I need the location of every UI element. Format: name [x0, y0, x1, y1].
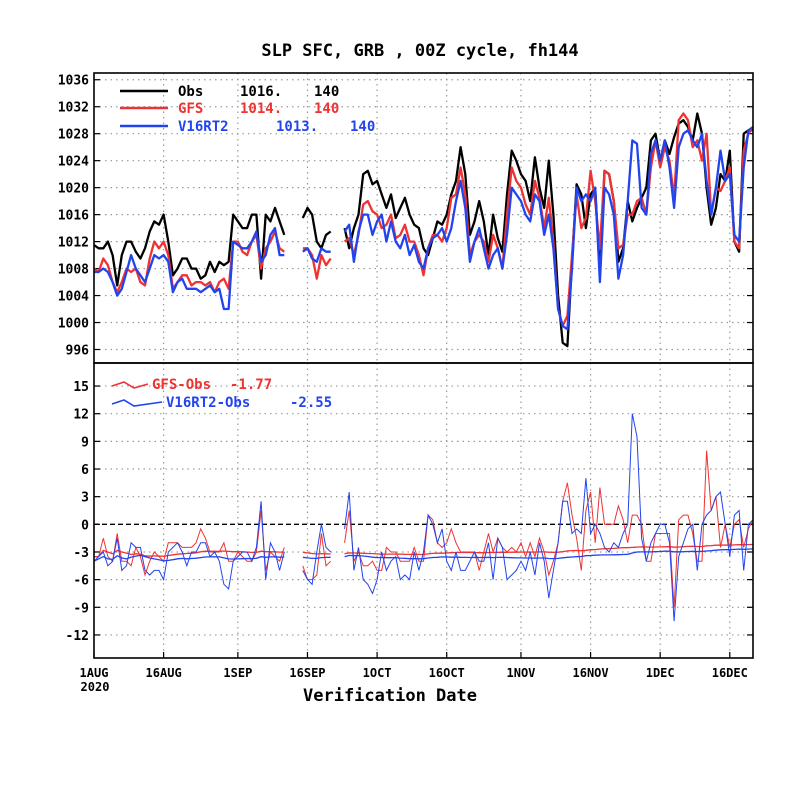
legend-label-gfs: GFS	[178, 101, 203, 117]
y-tick-label: 1012	[58, 236, 89, 251]
running-mean-v16rt2-obs	[93, 548, 754, 562]
x-tick-label: 16SEP	[289, 666, 325, 680]
y-tick-label: 996	[66, 344, 90, 359]
y-tick-label: -6	[73, 574, 89, 589]
bottom-panel-frame	[93, 362, 754, 659]
x-tick-label: 1OCT	[363, 666, 392, 680]
legend-item-gfs: GFS 1014. 140	[120, 101, 339, 117]
x-tick-label: 1SEP	[223, 666, 252, 680]
bottom-y-axis: -12 -9 -6 -3 0 3 6 9 12 15	[66, 380, 753, 644]
top-plot-lines	[93, 112, 754, 348]
series-line-obs	[93, 112, 753, 348]
legend-item-gfs-obs: GFS-Obs -1.77	[111, 377, 272, 393]
legend-count-obs: 140	[314, 84, 339, 100]
x-tick-label: 16AUG	[146, 666, 182, 680]
x-tick-label: 16OCT	[429, 666, 465, 680]
x-tick-label: 1NOV	[507, 666, 536, 680]
legend-label-gfs-obs: GFS-Obs	[152, 377, 211, 393]
x-tick-label: 16DEC	[712, 666, 748, 680]
y-tick-label: 1016	[58, 209, 89, 224]
bottom-legend: GFS-Obs -1.77 V16RT2-Obs -2.55	[111, 377, 332, 411]
top-legend: Obs 1016. 140 GFS 1014. 140 V16RT2 1013.…	[120, 84, 375, 135]
x-axis: 1AUG 16AUG 1SEP 16SEP 1OCT 16OCT 1NOV 16NOV 1DEC…	[80, 652, 748, 680]
bottom-panel: -12 -9 -6 -3 0 3 6 9 12 15 GFS-Obs -1.77 V16RT2-O…	[66, 362, 754, 659]
legend-label-v16rt2: V16RT2	[178, 119, 229, 135]
legend-label-v16rt2-obs: V16RT2-Obs	[166, 395, 250, 411]
y-tick-label: 12	[73, 408, 89, 423]
y-tick-label: 3	[81, 491, 89, 506]
legend-item-obs: Obs 1016. 140	[120, 84, 339, 100]
legend-value-obs: 1016.	[240, 84, 282, 100]
y-tick-label: -12	[66, 629, 89, 644]
chart-title: SLP SFC, GRB , 00Z cycle, fh144	[261, 41, 578, 61]
y-tick-label: 1036	[58, 74, 89, 89]
x-axis-label: Verification Date	[303, 686, 477, 706]
legend-item-v16rt2-obs: V16RT2-Obs -2.55	[111, 395, 332, 411]
bottom-grid	[94, 363, 753, 658]
legend-count-v16rt2: 140	[350, 119, 375, 135]
y-tick-label: 1024	[58, 155, 89, 170]
y-tick-label: 15	[73, 380, 89, 395]
y-tick-label: 9	[81, 435, 89, 450]
legend-item-v16rt2: V16RT2 1013. 140	[120, 119, 375, 135]
top-panel: 996 1000 1004 1008 1012 1016 1020 1024 1028 1032 1…	[58, 72, 754, 364]
legend-value-v16rt2-obs: -2.55	[290, 395, 332, 411]
y-tick-label: 1028	[58, 128, 89, 143]
y-tick-label: -9	[73, 601, 89, 616]
y-tick-label: -3	[73, 546, 89, 561]
x-tick-label: 1AUG	[80, 666, 109, 680]
bottom-plot-lines	[93, 413, 754, 622]
legend-swatch-v16rt2-obs	[111, 399, 163, 407]
legend-value-gfs: 1014.	[240, 101, 282, 117]
legend-count-gfs: 140	[314, 101, 339, 117]
x-tick-label: 16NOV	[573, 666, 609, 680]
legend-swatch-gfs-obs	[111, 381, 149, 389]
y-tick-label: 1020	[58, 182, 89, 197]
y-tick-label: 1000	[58, 317, 89, 332]
x-tick-label: 1DEC	[646, 666, 675, 680]
series-line-gfs-obs	[94, 450, 754, 608]
legend-label-obs: Obs	[178, 84, 203, 100]
series-line-v16rt2	[94, 126, 754, 331]
x-axis-year: 2020	[81, 680, 110, 694]
series-line-v16rt2-obs	[93, 413, 754, 622]
top-y-axis: 996 1000 1004 1008 1012 1016 1020 1024 1028 1032 1…	[58, 74, 753, 359]
y-tick-label: 1008	[58, 263, 89, 278]
legend-value-gfs-obs: -1.77	[230, 377, 272, 393]
legend-value-v16rt2: 1013.	[276, 119, 318, 135]
y-tick-label: 1032	[58, 101, 89, 116]
y-tick-label: 0	[81, 518, 89, 533]
y-tick-label: 6	[81, 463, 89, 478]
y-tick-label: 1004	[58, 290, 89, 305]
